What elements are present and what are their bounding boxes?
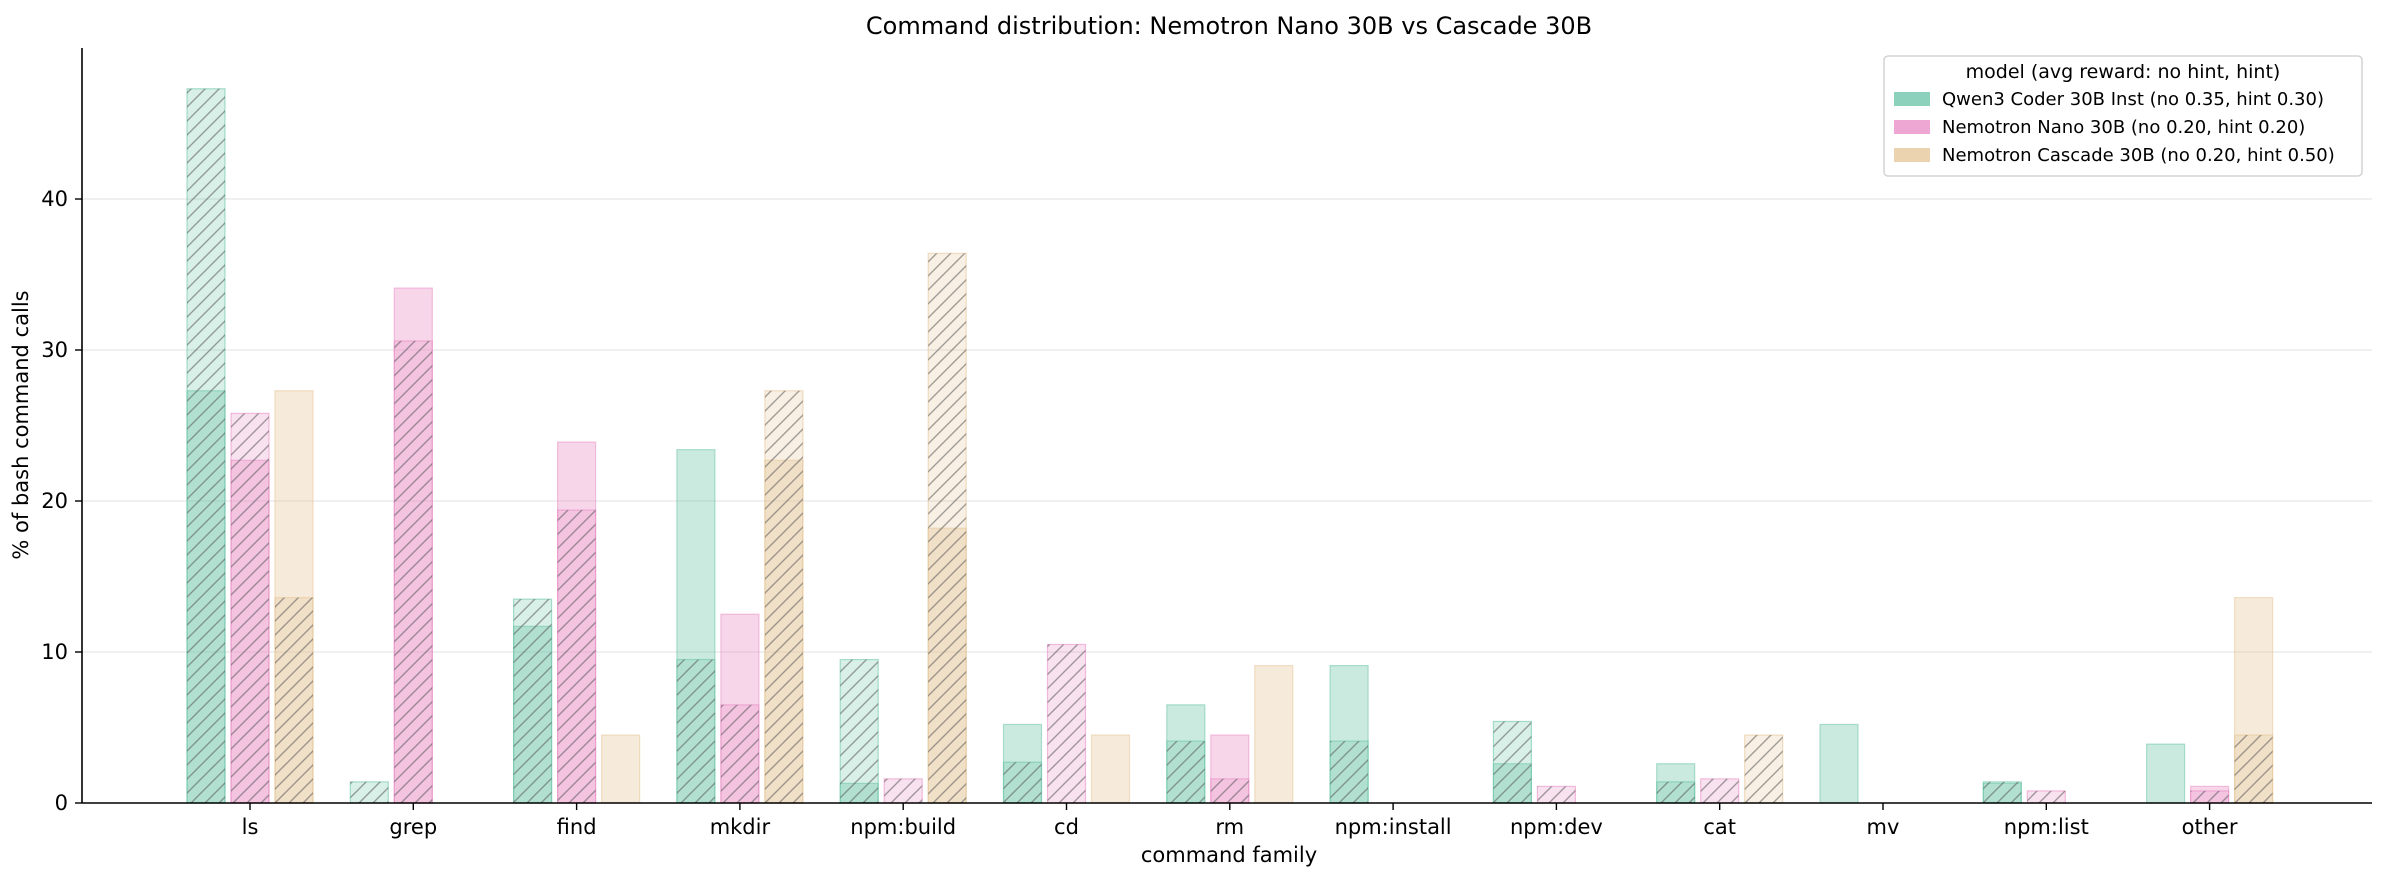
y-tick-label: 0	[55, 791, 68, 815]
x-ticks: ls grep find mkdir npm:build cd rm npm:install n…	[242, 803, 2238, 839]
bar-hint-hatch	[1493, 721, 1532, 803]
bars	[186, 88, 2274, 804]
chart-title: Command distribution: Nemotron Nano 30B …	[866, 12, 1592, 40]
legend-entry: Nemotron Cascade 30B (no 0.20, hint 0.50…	[1942, 145, 2335, 166]
legend-swatch	[1894, 120, 1930, 134]
axes	[81, 48, 2372, 804]
bar-hint-hatch	[2234, 735, 2273, 803]
bar-hint-hatch	[840, 659, 879, 803]
bar-hint-hatch	[764, 390, 803, 803]
bar-hint-hatch	[1537, 786, 1576, 803]
bar-hint-hatch	[513, 599, 552, 803]
legend-swatch	[1894, 148, 1930, 162]
bar-hint-hatch	[1166, 741, 1205, 803]
x-tick-label: cat	[1703, 815, 1736, 839]
bar-hint-hatch	[720, 704, 759, 803]
bar-hint-hatch	[676, 659, 715, 803]
bar-hint-hatch	[350, 781, 389, 803]
bar-hint-hatch	[557, 510, 596, 803]
x-tick-label: npm:list	[2004, 815, 2089, 839]
gridlines	[82, 198, 2372, 653]
y-tick-label: 20	[41, 489, 68, 513]
y-tick-label: 40	[41, 187, 68, 211]
bar-hint-hatch	[275, 597, 313, 803]
bar-no-hint	[1819, 723, 1859, 804]
x-tick-label: rm	[1215, 815, 1244, 839]
legend-frame	[1883, 55, 2363, 177]
x-tick-label: ls	[242, 815, 259, 839]
bar-hint-hatch	[1983, 781, 2022, 803]
x-tick-label: mkdir	[710, 815, 771, 839]
legend-entry: Qwen3 Coder 30B Inst (no 0.35, hint 0.30…	[1942, 89, 2324, 110]
x-tick-label: npm:build	[850, 815, 956, 839]
x-tick-label: npm:install	[1335, 815, 1452, 839]
legend-items: Qwen3 Coder 30B Inst (no 0.35, hint 0.30…	[1894, 89, 2335, 166]
bar-hint-hatch	[1047, 644, 1086, 803]
x-tick-label: npm:dev	[1510, 815, 1603, 839]
x-tick-label: cd	[1054, 815, 1079, 839]
bar-hint-hatch	[928, 253, 967, 804]
y-ticks: 0 10 20 30 40	[41, 187, 82, 815]
x-tick-label: mv	[1867, 815, 1900, 839]
bar-hint-hatch	[1744, 735, 1783, 803]
x-tick-label: grep	[389, 815, 437, 839]
bar-no-hint	[600, 734, 641, 804]
y-tick-label: 30	[41, 338, 68, 362]
bar-hint-hatch	[1210, 778, 1249, 803]
bar-no-hint	[1090, 734, 1131, 804]
bar-hint-hatch	[231, 413, 269, 803]
legend: model (avg reward: no hint, hint) Qwen3 …	[1883, 55, 2363, 177]
legend-swatch	[1894, 92, 1930, 106]
y-tick-label: 10	[41, 640, 68, 664]
legend-title: model (avg reward: no hint, hint)	[1966, 61, 2281, 83]
bar-hint-hatch	[1656, 781, 1695, 803]
x-tick-label: find	[557, 815, 597, 839]
bar-no-hint	[1254, 664, 1294, 804]
bar-hint-hatch	[1003, 762, 1042, 803]
bar-hint-hatch	[1330, 741, 1369, 803]
x-axis-title: command family	[1141, 843, 1317, 867]
x-tick-label: other	[2182, 815, 2238, 839]
y-axis-title: % of bash command calls	[9, 290, 33, 559]
bar-hint-hatch	[2190, 790, 2229, 803]
bar-hint-hatch	[1700, 778, 1739, 803]
legend-entry: Nemotron Nano 30B (no 0.20, hint 0.20)	[1942, 117, 2305, 138]
bar-hint-hatch	[394, 340, 433, 803]
bar-hint-hatch	[187, 88, 225, 803]
bar-no-hint	[2146, 743, 2186, 804]
bar-hint-hatch	[884, 778, 923, 803]
bar-hint-hatch	[2027, 790, 2066, 803]
